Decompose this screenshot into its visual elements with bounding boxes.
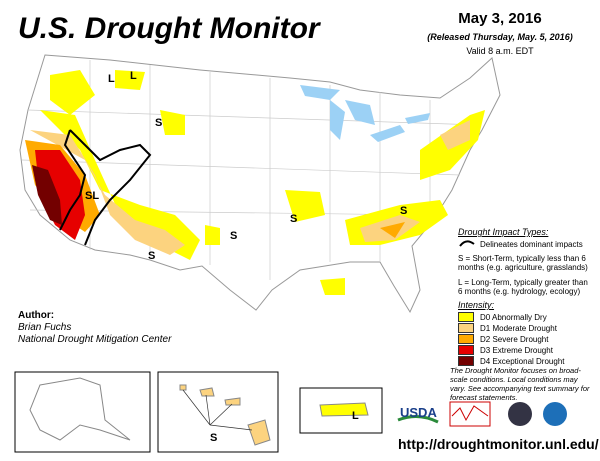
drought-area bbox=[30, 130, 185, 255]
drought-area bbox=[440, 120, 470, 150]
drought-area bbox=[160, 110, 185, 135]
usda-logo: USDA bbox=[400, 405, 437, 420]
drought-area bbox=[320, 278, 345, 295]
legend-swatch bbox=[458, 356, 474, 366]
intensity-legend: D0 Abnormally Dry D1 Moderate Drought D2 S… bbox=[458, 312, 565, 367]
drought-areas bbox=[25, 70, 485, 295]
drought-area bbox=[205, 225, 220, 245]
legend-label: D0 Abnormally Dry bbox=[480, 312, 547, 322]
title: U.S. Drought Monitor bbox=[18, 12, 320, 45]
drought-area bbox=[50, 70, 95, 115]
drought-area bbox=[32, 165, 62, 225]
impact-label: SL bbox=[85, 190, 100, 202]
author-label: Author: bbox=[18, 310, 55, 321]
impact-label: S bbox=[290, 213, 298, 225]
hawaii-lines bbox=[182, 389, 253, 431]
legend-label: D2 Severe Drought bbox=[480, 334, 549, 344]
intensity-title: Intensity: bbox=[458, 300, 495, 310]
legend-label: D3 Extreme Drought bbox=[480, 345, 553, 355]
legend-swatch bbox=[458, 312, 474, 322]
legend-label: D1 Moderate Drought bbox=[480, 323, 557, 333]
impact-label: S bbox=[400, 205, 408, 217]
legend-row: D4 Exceptional Drought bbox=[458, 356, 565, 366]
logos bbox=[397, 401, 567, 427]
puerto-rico bbox=[319, 402, 369, 417]
legend-row: D0 Abnormally Dry bbox=[458, 312, 565, 322]
drought-area bbox=[285, 190, 325, 222]
impact-label: S bbox=[155, 117, 163, 129]
legend-swatch bbox=[458, 334, 474, 344]
author-org: National Drought Mitigation Center bbox=[18, 334, 172, 345]
hawaii bbox=[179, 384, 271, 446]
impacts-line: Delineates dominant impacts bbox=[480, 240, 583, 249]
legend-swatch bbox=[458, 345, 474, 355]
legend-row: D1 Moderate Drought bbox=[458, 323, 565, 333]
impacts-title: Drought Impact Types: bbox=[458, 227, 549, 237]
author-name: Brian Fuchs bbox=[18, 322, 72, 333]
valid: Valid 8 a.m. EDT bbox=[466, 46, 534, 56]
drought-area bbox=[115, 70, 145, 90]
url: http://droughtmonitor.unl.edu/ bbox=[398, 436, 599, 452]
lakes bbox=[300, 85, 430, 142]
note: The Drought Monitor focuses on broad-sca… bbox=[450, 366, 590, 402]
alaska bbox=[29, 377, 131, 441]
legend-row: D2 Severe Drought bbox=[458, 334, 565, 344]
impact-label: S bbox=[148, 250, 156, 262]
impact-label: S bbox=[210, 432, 218, 444]
drought-area bbox=[380, 222, 405, 238]
released: (Released Thursday, May. 5, 2016) bbox=[427, 32, 573, 42]
impact-label: S bbox=[230, 230, 238, 242]
legend-row: D3 Extreme Drought bbox=[458, 345, 565, 355]
legend-label: D4 Exceptional Drought bbox=[480, 356, 565, 366]
impacts-long: L = Long-Term, typically greater than 6 … bbox=[458, 278, 588, 296]
impact-label: L bbox=[108, 73, 115, 85]
impact-line bbox=[59, 129, 152, 246]
impact-label: L bbox=[352, 410, 359, 422]
drought-area bbox=[40, 110, 200, 260]
legend-swatch bbox=[458, 323, 474, 333]
date: May 3, 2016 bbox=[458, 10, 542, 27]
impacts-short: S = Short-Term, typically less than 6 mo… bbox=[458, 254, 588, 272]
impact-label: L bbox=[130, 70, 137, 82]
